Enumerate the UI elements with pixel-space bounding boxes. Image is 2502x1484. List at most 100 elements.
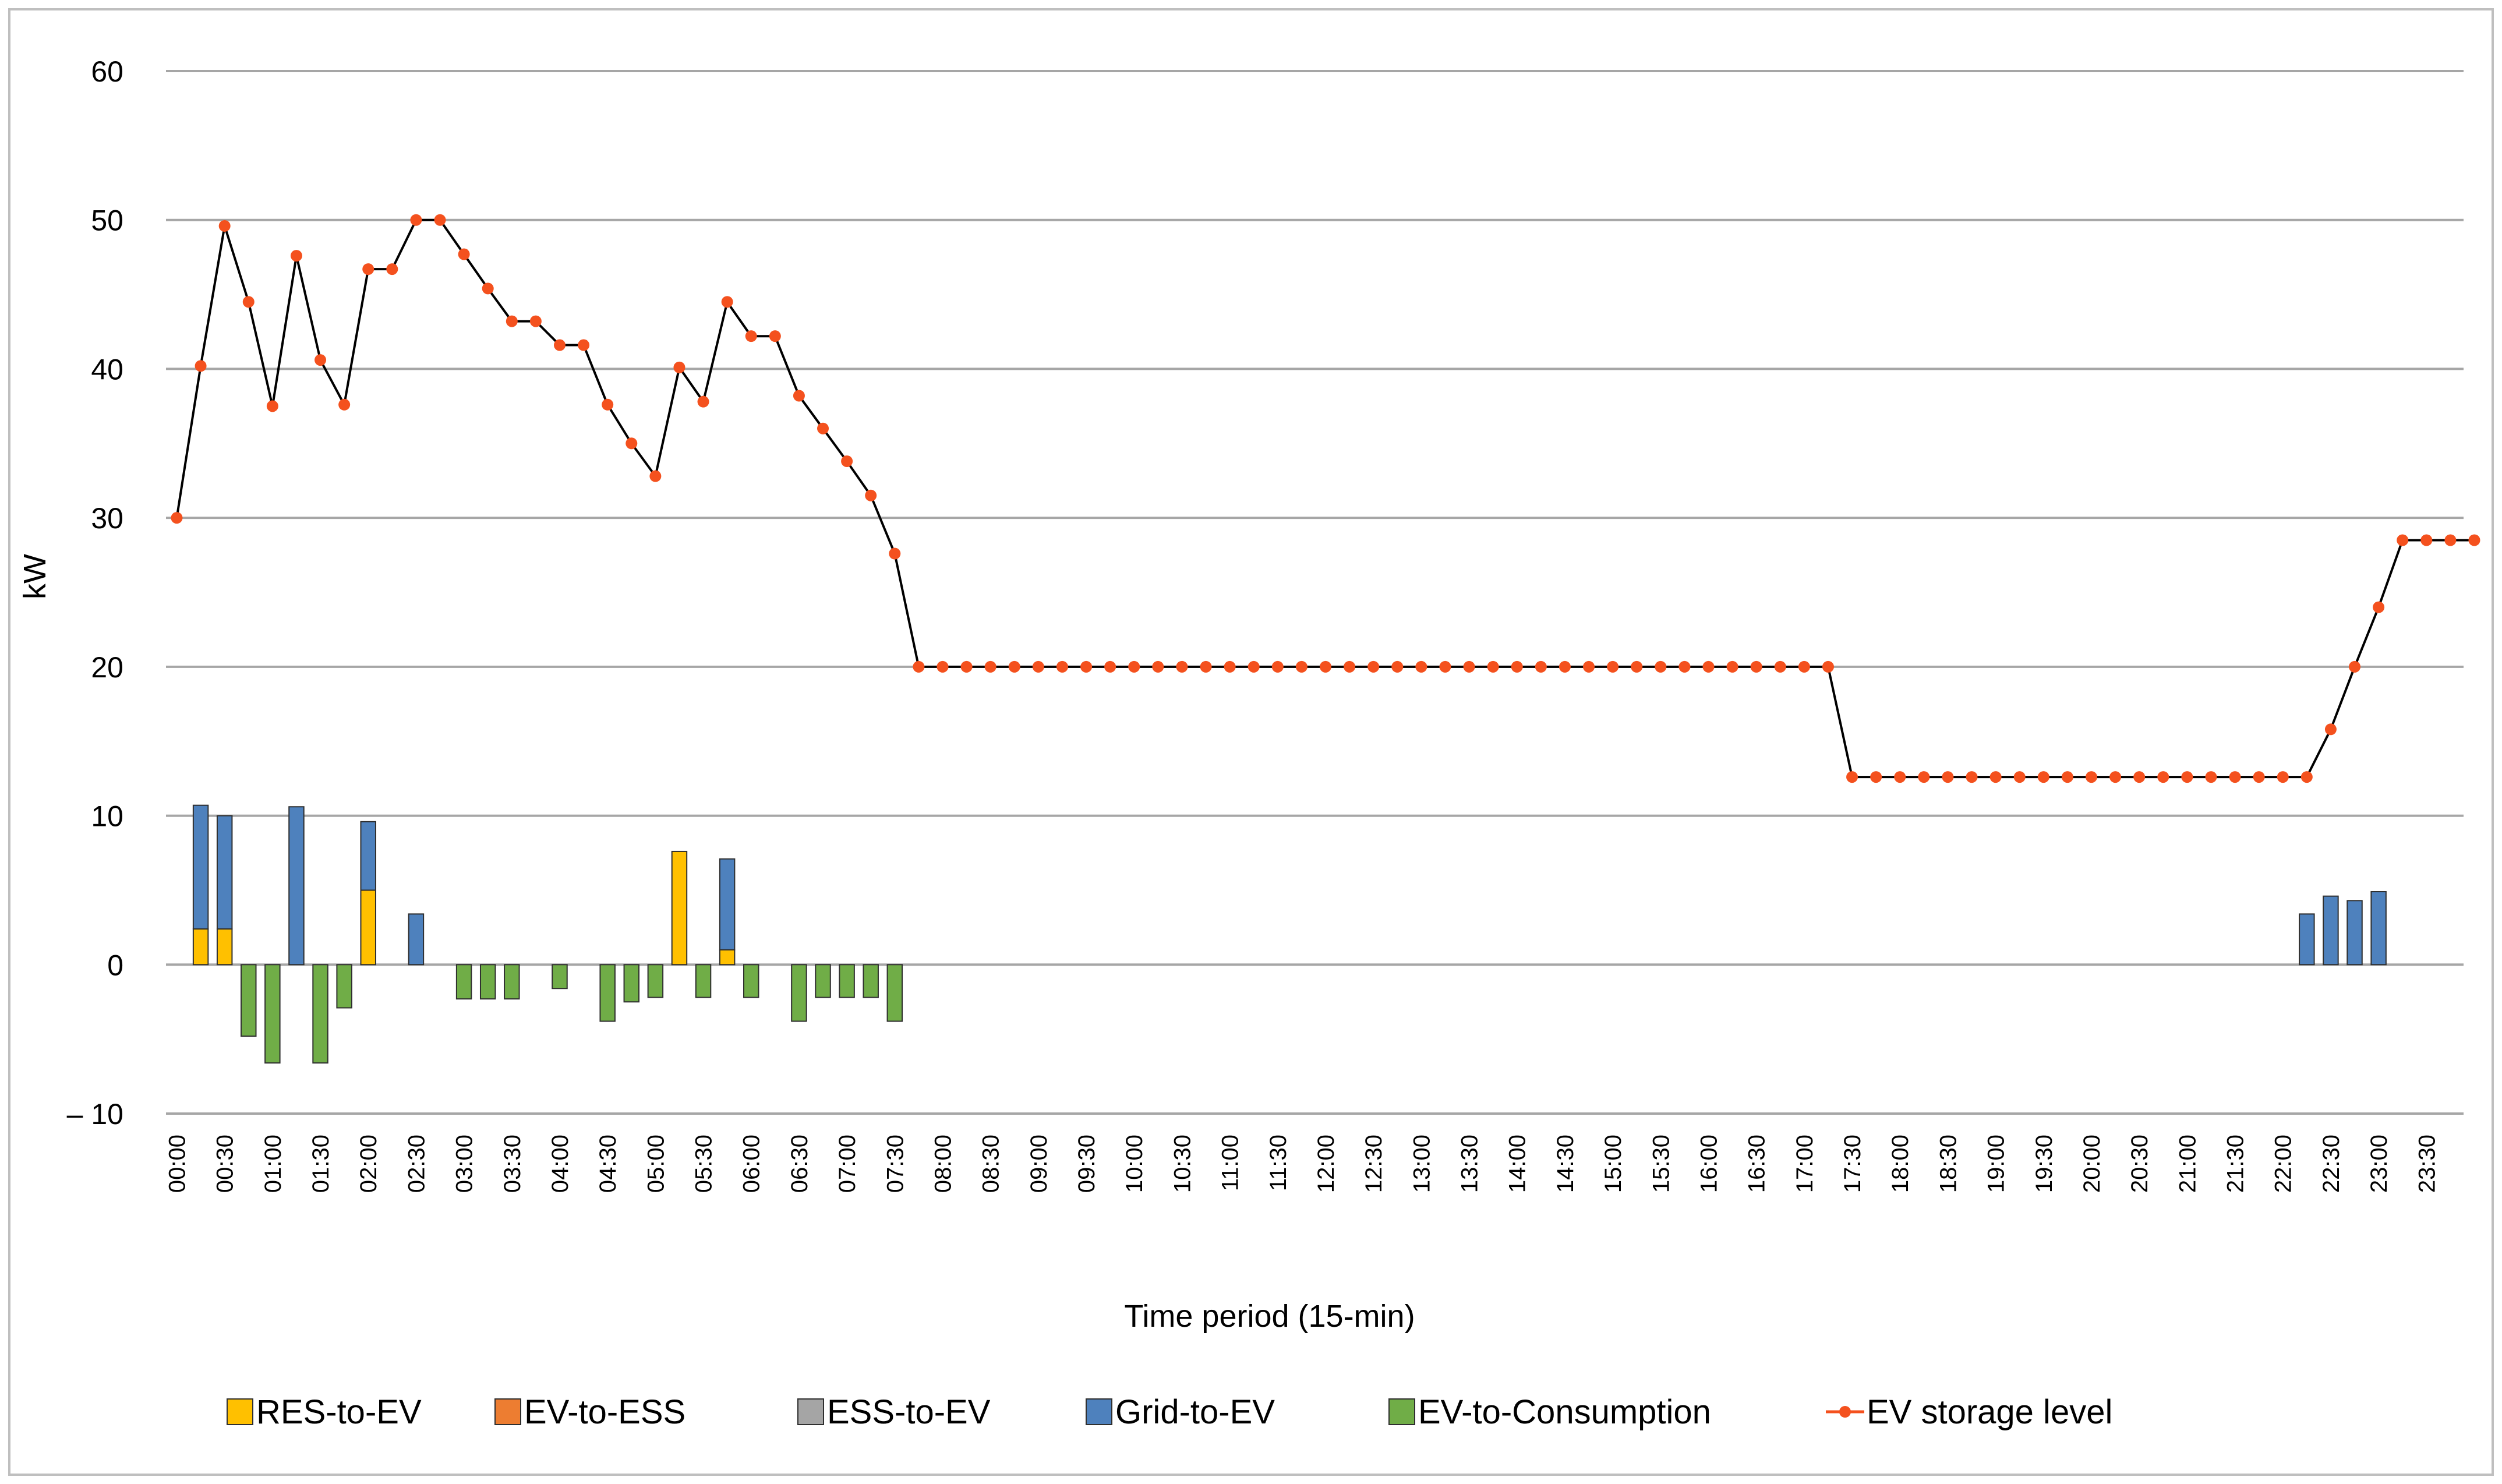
- storage-level-point: [195, 360, 207, 372]
- x-tick-label: 02:00: [356, 1135, 381, 1193]
- storage-level-point: [913, 660, 925, 673]
- storage-level-point: [626, 437, 638, 450]
- storage-level-point: [889, 547, 901, 560]
- x-tick-label: 12:00: [1313, 1135, 1339, 1193]
- storage-level-point: [1535, 660, 1547, 673]
- bar-ev-to-consumption: [791, 964, 807, 1022]
- legend-label: ESS-to-EV: [827, 1393, 991, 1431]
- storage-level-point: [2324, 723, 2337, 736]
- x-tick-label: 20:00: [2079, 1135, 2105, 1193]
- y-tick-label: – 10: [67, 1098, 123, 1130]
- y-axis-title: kW: [17, 554, 52, 599]
- legend-marker: [1839, 1406, 1851, 1418]
- legend: RES-to-EV EV-to-ESS ESS-to-EV Grid-to-EV EV-…: [227, 1393, 2112, 1431]
- bar-res-to-ev: [671, 850, 688, 966]
- bar-ev-to-consumption: [695, 964, 712, 998]
- storage-level-point: [1487, 660, 1499, 673]
- storage-level-point: [1344, 660, 1356, 673]
- x-tick-label: 16:30: [1744, 1135, 1770, 1193]
- x-tick-label: 17:30: [1840, 1135, 1865, 1193]
- legend-label: EV-to-ESS: [524, 1393, 685, 1431]
- bar-res-to-ev: [216, 928, 233, 966]
- legend-swatch: [1086, 1398, 1112, 1425]
- storage-level-point: [482, 282, 494, 295]
- storage-level-point: [1918, 771, 1930, 783]
- storage-level-point: [1750, 660, 1762, 673]
- x-tick-label: 10:30: [1169, 1135, 1195, 1193]
- storage-level-point: [1583, 660, 1595, 673]
- storage-level-point: [793, 390, 805, 402]
- chart-border: [8, 8, 2494, 1476]
- storage-level-point: [1415, 660, 1427, 673]
- x-tick-label: 01:30: [308, 1135, 334, 1193]
- storage-level-point: [2253, 771, 2265, 783]
- x-tick-label: 00:00: [165, 1135, 190, 1193]
- bar-ev-to-consumption: [241, 964, 257, 1037]
- storage-level-point: [434, 214, 446, 226]
- x-tick-label: 00:30: [213, 1135, 238, 1193]
- bar-grid-to-ev: [2323, 895, 2339, 966]
- bar-grid-to-ev: [719, 858, 736, 951]
- x-tick-label: 04:00: [547, 1135, 573, 1193]
- bar-ev-to-consumption: [455, 964, 472, 1000]
- storage-level-point: [1894, 771, 1906, 783]
- storage-level-point: [290, 250, 302, 262]
- bar-ev-to-consumption: [336, 964, 352, 1009]
- storage-level-point: [1702, 660, 1715, 673]
- storage-level-point: [2037, 771, 2049, 783]
- x-tick-label: 14:30: [1553, 1135, 1578, 1193]
- storage-level-point: [171, 512, 183, 524]
- storage-level-point: [314, 354, 327, 366]
- storage-level-point: [362, 263, 374, 275]
- storage-level-point: [1631, 660, 1643, 673]
- storage-level-point: [1774, 660, 1786, 673]
- x-tick-label: 11:30: [1266, 1135, 1291, 1191]
- x-tick-label: 22:00: [2271, 1135, 2296, 1193]
- y-tick-label: 30: [91, 502, 123, 535]
- storage-level-point: [1032, 660, 1044, 673]
- storage-level-point: [458, 248, 470, 260]
- x-tick-label: 18:00: [1888, 1135, 1913, 1193]
- bar-grid-to-ev: [192, 804, 209, 930]
- x-tick-label: 21:30: [2223, 1135, 2249, 1193]
- x-tick-label: 09:00: [1026, 1135, 1052, 1193]
- bar-ev-to-consumption: [886, 964, 903, 1022]
- storage-level-point: [745, 330, 757, 342]
- bar-ev-to-consumption: [552, 964, 568, 990]
- storage-level-point: [1511, 660, 1523, 673]
- x-tick-label: 22:30: [2319, 1135, 2344, 1193]
- y-axis-ticks: 60 50 40 30 20 10 0 – 10: [67, 55, 123, 1130]
- x-tick-label: 13:00: [1409, 1135, 1434, 1193]
- x-tick-label: 19:30: [2031, 1135, 2057, 1193]
- bar-ev-to-consumption: [743, 964, 759, 998]
- storage-level-point: [1726, 660, 1738, 673]
- storage-level-point: [2420, 534, 2433, 546]
- storage-level-point: [1966, 771, 1978, 783]
- y-tick-label: 40: [91, 353, 123, 386]
- x-tick-label: 04:30: [595, 1135, 621, 1193]
- storage-level-point: [506, 315, 518, 327]
- bar-ev-to-consumption: [647, 964, 664, 998]
- storage-level-point: [553, 339, 566, 351]
- storage-level-point: [386, 263, 398, 275]
- legend-swatch: [227, 1398, 253, 1425]
- storage-level-point: [2349, 660, 2361, 673]
- x-tick-label: 23:30: [2414, 1135, 2440, 1193]
- y-tick-label: 50: [91, 204, 123, 237]
- storage-level-point: [602, 398, 614, 411]
- storage-level-point: [1391, 660, 1404, 673]
- storage-level-point: [218, 220, 231, 232]
- bar-ev-to-consumption: [599, 964, 616, 1022]
- storage-level-point: [1655, 660, 1667, 673]
- legend-label: RES-to-EV: [256, 1393, 422, 1431]
- storage-level-point: [2109, 771, 2122, 783]
- y-tick-label: 60: [91, 55, 123, 88]
- storage-level-point: [2229, 771, 2241, 783]
- storage-level-point: [2468, 534, 2480, 546]
- storage-level-point: [242, 296, 255, 308]
- storage-level-point: [1271, 660, 1284, 673]
- y-tick-label: 20: [91, 651, 123, 684]
- x-tick-label: 08:30: [978, 1135, 1004, 1193]
- storage-level-point: [2181, 771, 2193, 783]
- bar-ev-to-consumption: [839, 964, 855, 998]
